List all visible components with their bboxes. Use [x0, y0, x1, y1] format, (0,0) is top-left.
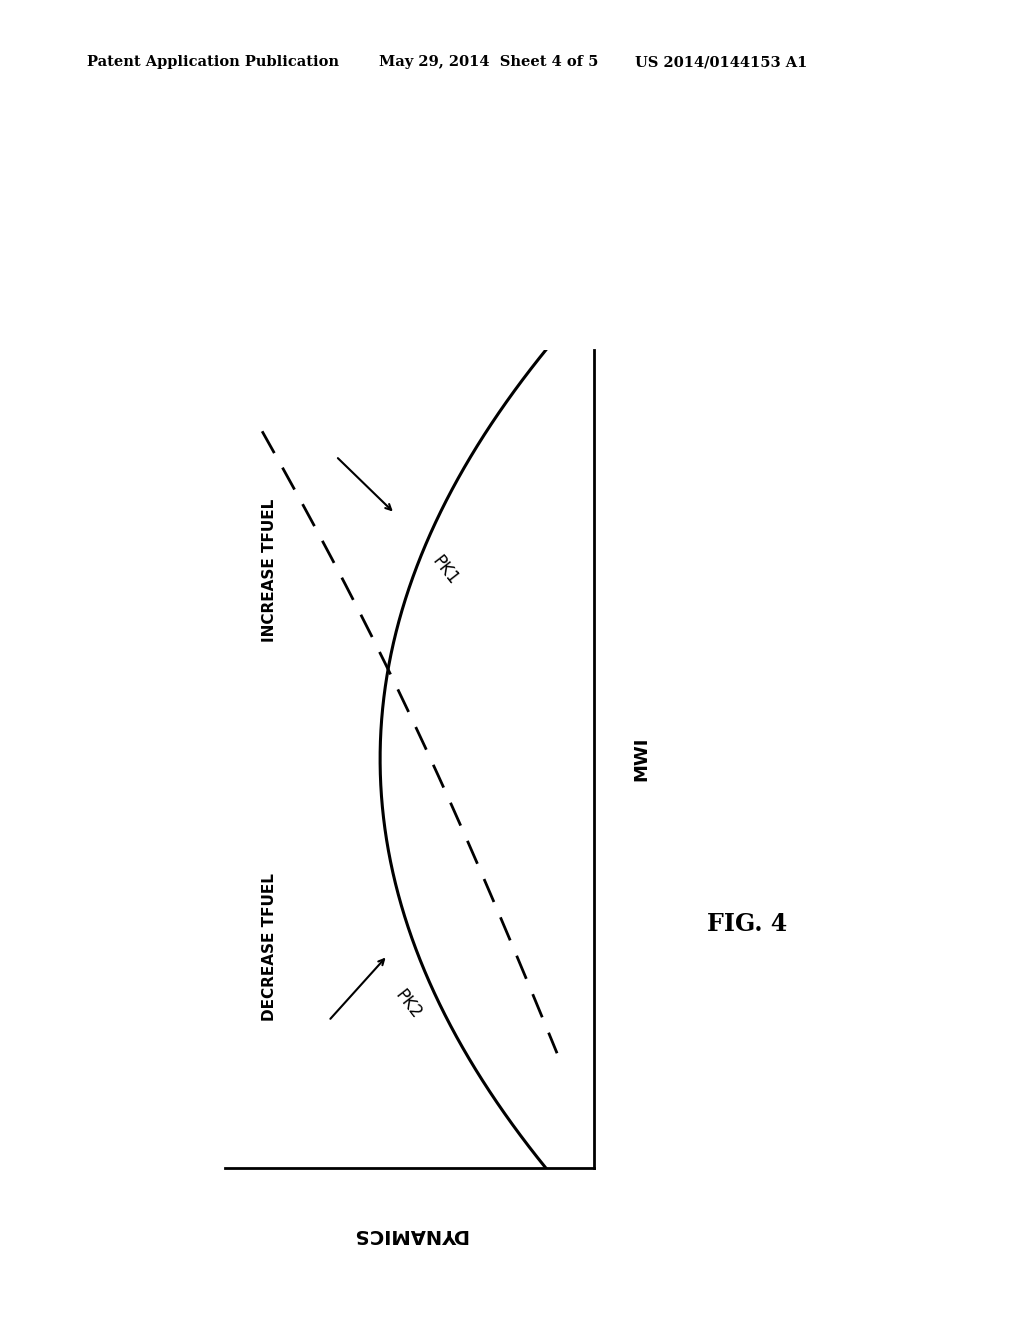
- Text: May 29, 2014  Sheet 4 of 5: May 29, 2014 Sheet 4 of 5: [379, 55, 598, 70]
- Text: MWI: MWI: [633, 737, 651, 781]
- Text: PK1: PK1: [428, 553, 462, 589]
- Text: FIG. 4: FIG. 4: [708, 912, 787, 936]
- Text: DECREASE TFUEL: DECREASE TFUEL: [262, 874, 278, 1022]
- Text: US 2014/0144153 A1: US 2014/0144153 A1: [635, 55, 807, 70]
- Text: Patent Application Publication: Patent Application Publication: [87, 55, 339, 70]
- Text: INCREASE TFUEL: INCREASE TFUEL: [262, 499, 278, 643]
- Text: DYNAMICS: DYNAMICS: [352, 1225, 467, 1245]
- Text: PK2: PK2: [391, 986, 425, 1023]
